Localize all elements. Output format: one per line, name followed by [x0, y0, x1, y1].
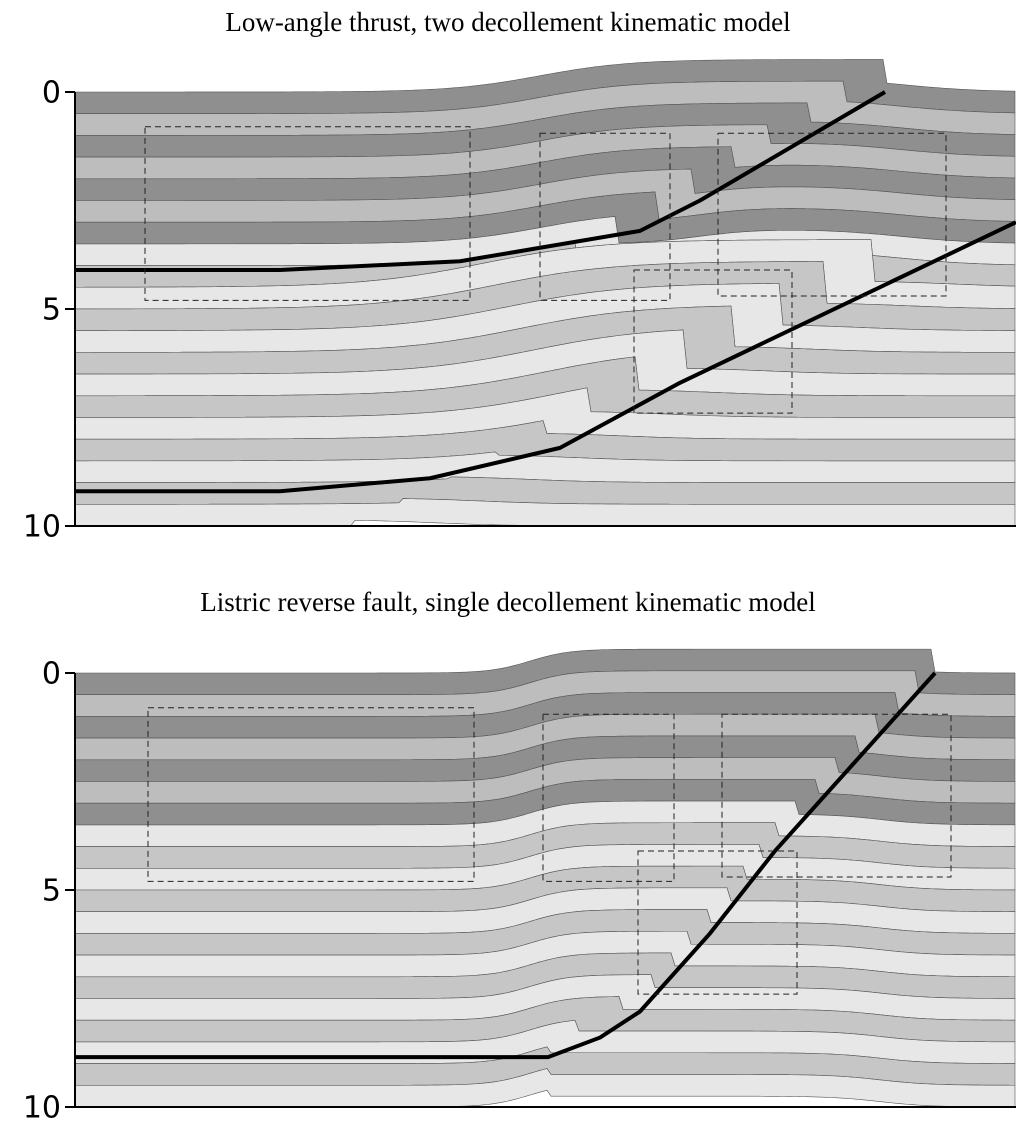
section [75, 648, 1016, 1107]
tick-label: 0 [42, 76, 61, 111]
sample-box [539, 132, 671, 301]
section [75, 59, 1016, 526]
tick-label: 10 [23, 510, 61, 545]
sample-box [637, 850, 798, 995]
fault [75, 90, 887, 272]
tick-label: 5 [42, 874, 61, 909]
sample-box [542, 713, 675, 882]
sample-box [633, 269, 793, 414]
panel-title: Low-angle thrust, two decollement kinema… [225, 7, 790, 37]
sample-box [144, 126, 471, 301]
sample-box [717, 132, 947, 297]
tick-label: 10 [23, 1091, 61, 1124]
rock-layer [75, 498, 1016, 526]
tick-label: 5 [42, 293, 61, 328]
fault [75, 671, 937, 1060]
fault [75, 220, 1016, 494]
tick-label: 0 [42, 657, 61, 692]
sample-box [721, 713, 952, 878]
panel-title: Listric reverse fault, single decollemen… [200, 587, 816, 617]
sample-box [147, 707, 475, 882]
